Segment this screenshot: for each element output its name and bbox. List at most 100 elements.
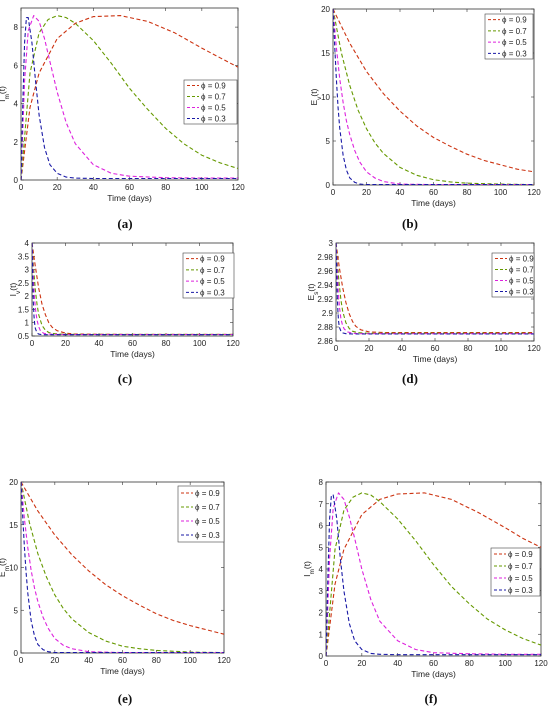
x-axis-label: Time (days) [411,669,456,679]
y-tick-label: 2.96 [317,267,333,276]
y-axis-label-tail: (t) [309,88,319,96]
series-line-phi-0-7 [21,15,238,180]
legend-entry: ϕ = 0.5 [200,277,225,286]
y-tick-label: 4 [25,239,30,248]
series-lines [326,492,541,656]
y-axis-label-main: E [0,571,7,577]
series-line-phi-0-7 [333,9,534,185]
panel-label: (a) [117,216,132,231]
x-tick-label: 100 [195,183,209,192]
y-tick-label: 4 [14,100,19,109]
y-axis-label-tail: (t) [8,283,18,291]
x-tick-label: 40 [84,656,93,665]
y-tick-label: 10 [9,564,18,573]
x-tick-label: 0 [30,339,35,348]
y-tick-label: 2.86 [317,337,333,346]
x-tick-label: 0 [19,656,24,665]
panel-f: 0 20 40 60 80 100 120 0 1 2 3 4 5 6 7 8 Time (days) Im(t)… [302,478,548,706]
legend-entry: ϕ = 0.9 [509,255,534,264]
y-tick-label: 15 [321,49,330,58]
legend-entry: ϕ = 0.9 [502,16,527,25]
x-tick-label: 100 [183,656,197,665]
x-axis-label: Time (days) [110,349,155,359]
y-axis-label-main: E [306,294,316,300]
panel-d: 0 20 40 60 80 100 120 2.86 2.88 2.9 2.92 2.94 2.96 2.… [306,239,541,386]
y-axis-label-sub: m [4,94,11,99]
legend-box [490,547,541,597]
series-line-phi-0-5 [336,243,534,335]
series-line-phi-0-7 [21,482,224,653]
y-tick-label: 2.94 [317,281,333,290]
y-tick-label: 2 [25,292,30,301]
panel-a: 0 20 40 60 80 100 120 0 2 4 6 8 Time (days) Im(t) ϕ = … [0,7,245,231]
panel-label: (d) [402,371,418,386]
y-tick-label: 8 [14,23,19,32]
y-tick-label: 5 [14,606,19,615]
x-tick-label: 120 [527,188,541,197]
y-tick-label: 1.5 [18,305,30,314]
legend-entry: ϕ = 0.3 [509,288,534,297]
x-tick-label: 120 [217,656,231,665]
y-tick-label: 20 [321,5,330,14]
x-tick-label: 40 [89,183,98,192]
y-tick-label: 0 [319,652,324,661]
y-tick-label: 20 [9,478,18,487]
y-tick-label: 3 [329,239,334,248]
legend-box [183,79,238,125]
x-tick-label: 80 [161,183,170,192]
series-line-phi-0-5 [326,492,541,656]
series-line-phi-0-9 [21,482,224,635]
x-tick-label: 100 [498,659,512,668]
series-line-phi-0-5 [32,243,233,336]
series-line-phi-0-5 [333,9,534,185]
y-tick-label: 2.9 [322,309,334,318]
panel-label: (c) [118,371,132,386]
y-tick-label: 3.5 [18,252,30,261]
y-tick-label: 2 [14,138,19,147]
y-axis-label-sub: m [309,569,316,574]
y-tick-label: 2 [319,609,324,618]
legend-entry: ϕ = 0.5 [502,38,527,47]
legend-entry: ϕ = 0.7 [502,27,527,36]
y-axis-label: Es(t) [306,283,320,300]
y-tick-label: 0 [14,176,19,185]
y-tick-label: 10 [321,93,330,102]
y-tick-label: 0.5 [18,332,30,341]
x-tick-label: 80 [162,339,171,348]
legend-entry: ϕ = 0.7 [195,503,220,512]
y-axis-label: Ev(t) [309,88,323,105]
legend-entry: ϕ = 0.5 [509,277,534,286]
legend-entry: ϕ = 0.9 [508,550,533,559]
y-axis-label-main: I [8,294,18,296]
y-tick-label: 6 [14,61,19,70]
x-tick-label: 80 [464,344,473,353]
legend-entry: ϕ = 0.9 [201,82,226,91]
y-axis-label: Em(t) [0,558,11,577]
x-tick-label: 100 [494,188,508,197]
x-tick-label: 60 [125,183,134,192]
legend: ϕ = 0.9 ϕ = 0.7 ϕ = 0.5 ϕ = 0.3 [183,79,238,125]
series-line-phi-0-9 [336,243,534,334]
x-tick-label: 20 [50,656,59,665]
series-line-phi-0-5 [21,15,238,180]
series-line-phi-0-3 [333,9,534,185]
y-tick-label: 1 [319,630,324,639]
x-tick-label: 80 [465,659,474,668]
y-axis-label-tail: (t) [0,86,7,94]
series-lines [32,243,233,336]
legend-entry: ϕ = 0.7 [200,266,225,275]
series-lines [333,9,534,185]
series-line-phi-0-3 [32,243,233,336]
series-lines [336,243,534,335]
legend: ϕ = 0.9 ϕ = 0.7 ϕ = 0.5 ϕ = 0.3 [182,252,235,299]
legend-entry: ϕ = 0.5 [195,517,220,526]
x-tick-label: 60 [431,344,440,353]
legend-entry: ϕ = 0.7 [508,562,533,571]
y-tick-label: 2.98 [317,253,333,262]
legend: ϕ = 0.9 ϕ = 0.7 ϕ = 0.5 ϕ = 0.3 [490,547,541,597]
legend-entry: ϕ = 0.3 [200,288,225,297]
x-tick-label: 0 [334,344,339,353]
series-line-phi-0-9 [333,9,534,173]
x-axis-label: Time (days) [413,354,458,364]
panel-label: (b) [402,216,418,231]
